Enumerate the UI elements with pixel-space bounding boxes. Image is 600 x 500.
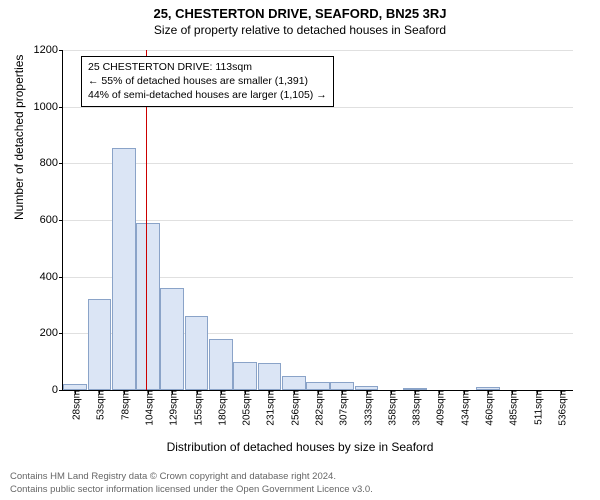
annotation-line: 25 CHESTERTON DRIVE: 113sqm: [88, 60, 327, 74]
ytick-mark: [59, 107, 63, 108]
histogram-bar: [185, 316, 209, 390]
xtick-label: 434sqm: [456, 390, 471, 426]
ytick-label: 400: [18, 271, 58, 283]
ytick-label: 0: [18, 384, 58, 396]
gridline: [63, 163, 573, 164]
xtick-label: 256sqm: [286, 390, 301, 426]
xtick-label: 28sqm: [68, 390, 83, 420]
ytick-mark: [59, 333, 63, 334]
gridline: [63, 50, 573, 51]
xtick-label: 333sqm: [359, 390, 374, 426]
ytick-mark: [59, 390, 63, 391]
attribution-text: Contains HM Land Registry data © Crown c…: [10, 471, 590, 496]
histogram-bar: [209, 339, 233, 390]
ytick-label: 200: [18, 327, 58, 339]
histogram-bar: [282, 376, 306, 390]
histogram-bar: [88, 299, 112, 390]
xtick-label: 129sqm: [165, 390, 180, 426]
histogram-bar: [330, 382, 354, 391]
ytick-mark: [59, 277, 63, 278]
gridline: [63, 107, 573, 108]
gridline: [63, 220, 573, 221]
xtick-label: 155sqm: [189, 390, 204, 426]
xtick-label: 383sqm: [408, 390, 423, 426]
x-axis-label: Distribution of detached houses by size …: [0, 440, 600, 454]
ytick-label: 600: [18, 214, 58, 226]
annotation-box: 25 CHESTERTON DRIVE: 113sqm ← 55% of det…: [81, 56, 334, 107]
xtick-label: 53sqm: [92, 390, 107, 420]
attribution-line: Contains HM Land Registry data © Crown c…: [10, 471, 590, 483]
xtick-label: 231sqm: [262, 390, 277, 426]
xtick-label: 358sqm: [383, 390, 398, 426]
histogram-bar: [160, 288, 184, 390]
xtick-label: 180sqm: [213, 390, 228, 426]
histogram-bar: [136, 223, 160, 390]
xtick-label: 205sqm: [238, 390, 253, 426]
xtick-label: 78sqm: [116, 390, 131, 420]
annotation-line: 44% of semi-detached houses are larger (…: [88, 88, 327, 102]
xtick-label: 282sqm: [311, 390, 326, 426]
chart-container: 25, CHESTERTON DRIVE, SEAFORD, BN25 3RJ …: [0, 0, 600, 500]
histogram-bar: [112, 148, 136, 390]
xtick-label: 409sqm: [432, 390, 447, 426]
ytick-mark: [59, 220, 63, 221]
ytick-mark: [59, 50, 63, 51]
xtick-label: 104sqm: [141, 390, 156, 426]
xtick-label: 536sqm: [553, 390, 568, 426]
xtick-label: 460sqm: [481, 390, 496, 426]
xtick-label: 307sqm: [335, 390, 350, 426]
xtick-label: 511sqm: [529, 390, 544, 425]
ytick-label: 1200: [18, 44, 58, 56]
chart-subtitle: Size of property relative to detached ho…: [0, 21, 600, 37]
xtick-label: 485sqm: [505, 390, 520, 426]
annotation-line: ← 55% of detached houses are smaller (1,…: [88, 74, 327, 88]
chart-plot-area: 28sqm53sqm78sqm104sqm129sqm155sqm180sqm2…: [62, 50, 573, 391]
attribution-line: Contains public sector information licen…: [10, 484, 590, 496]
ytick-mark: [59, 163, 63, 164]
histogram-bar: [258, 363, 282, 390]
histogram-bar: [233, 362, 257, 390]
histogram-bar: [306, 382, 330, 391]
ytick-label: 800: [18, 157, 58, 169]
ytick-label: 1000: [18, 101, 58, 113]
page-title: 25, CHESTERTON DRIVE, SEAFORD, BN25 3RJ: [0, 0, 600, 21]
y-axis-label: Number of detached properties: [12, 55, 26, 220]
